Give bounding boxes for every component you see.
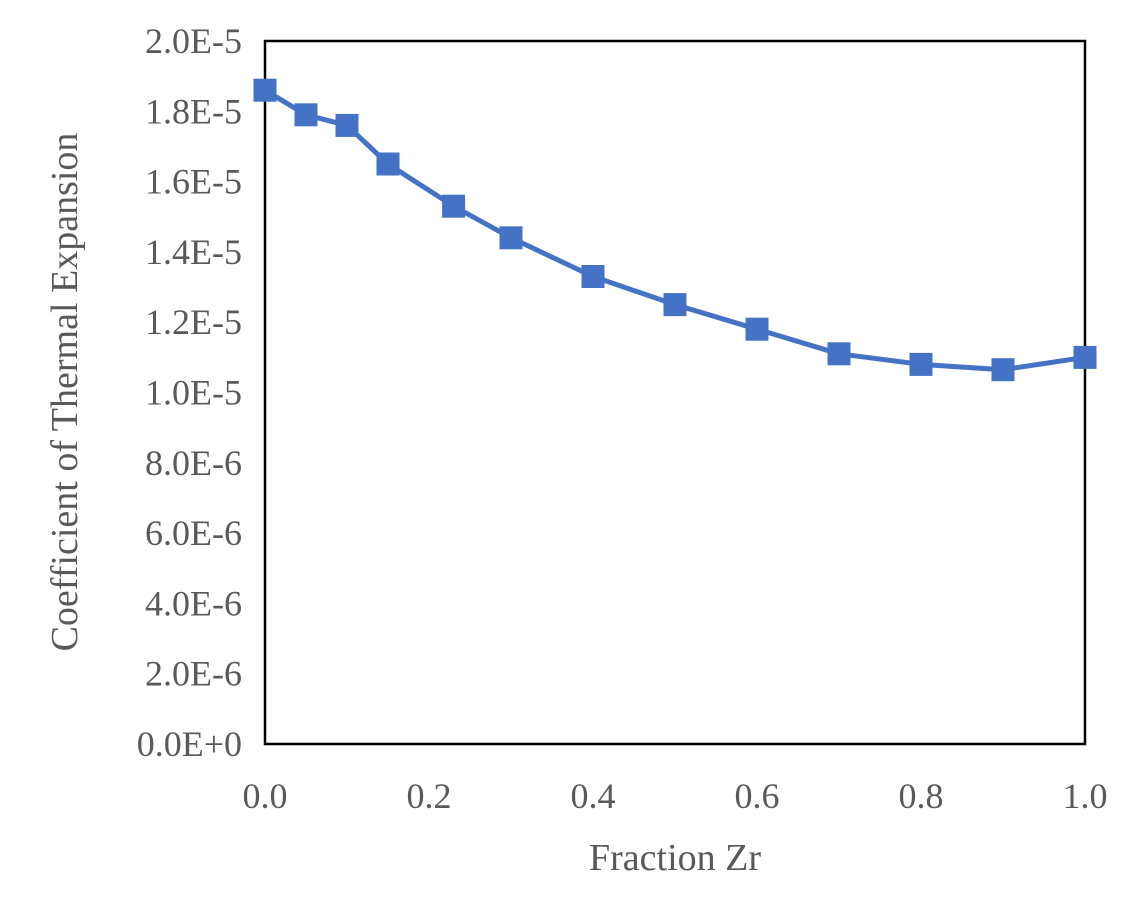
- data-point-marker: [663, 293, 687, 317]
- y-axis-tick-labels: 0.0E+0 2.0E-6 4.0E-6 6.0E-6 8.0E-6 1.0E-5 1.2E…: [137, 21, 242, 764]
- y-tick-label: 1.8E-5: [145, 91, 242, 131]
- data-point-marker: [376, 152, 400, 176]
- data-point-marker: [253, 78, 277, 102]
- y-tick-label: 1.0E-5: [145, 373, 242, 413]
- x-tick-label: 0.0: [243, 776, 288, 816]
- data-point-marker: [294, 103, 318, 127]
- y-tick-label: 1.6E-5: [145, 162, 242, 202]
- data-point-marker: [991, 358, 1015, 382]
- data-point-marker: [499, 226, 523, 250]
- x-tick-label: 1.0: [1063, 776, 1108, 816]
- y-tick-label: 1.2E-5: [145, 302, 242, 342]
- y-tick-label: 1.4E-5: [145, 232, 242, 272]
- y-tick-label: 6.0E-6: [145, 513, 242, 553]
- data-point-marker: [827, 342, 851, 366]
- y-tick-label: 8.0E-6: [145, 443, 242, 483]
- x-axis-title: Fraction Zr: [589, 837, 761, 879]
- y-tick-label: 0.0E+0: [137, 724, 242, 764]
- x-tick-label: 0.6: [735, 776, 780, 816]
- y-tick-label: 2.0E-5: [145, 21, 242, 61]
- y-axis-title: Coefficient of Thermal Expansion: [44, 133, 86, 652]
- series-line: [263, 88, 1086, 373]
- data-point-marker: [581, 265, 605, 288]
- data-point-marker: [335, 113, 359, 137]
- x-tick-label: 0.4: [571, 776, 616, 816]
- data-point-marker: [745, 317, 769, 341]
- y-tick-label: 4.0E-6: [145, 583, 242, 623]
- y-tick-label: 2.0E-6: [145, 654, 242, 694]
- plot-area-frame: [263, 39, 1087, 746]
- x-tick-label: 0.8: [899, 776, 944, 816]
- data-point-marker: [442, 194, 466, 218]
- x-tick-label: 0.2: [407, 776, 452, 816]
- series-layer: [253, 78, 1097, 382]
- x-axis-tick-labels: 0.0 0.2 0.4 0.6 0.8 1.0: [243, 776, 1108, 816]
- data-point-marker: [909, 352, 933, 376]
- data-point-marker: [1073, 345, 1097, 369]
